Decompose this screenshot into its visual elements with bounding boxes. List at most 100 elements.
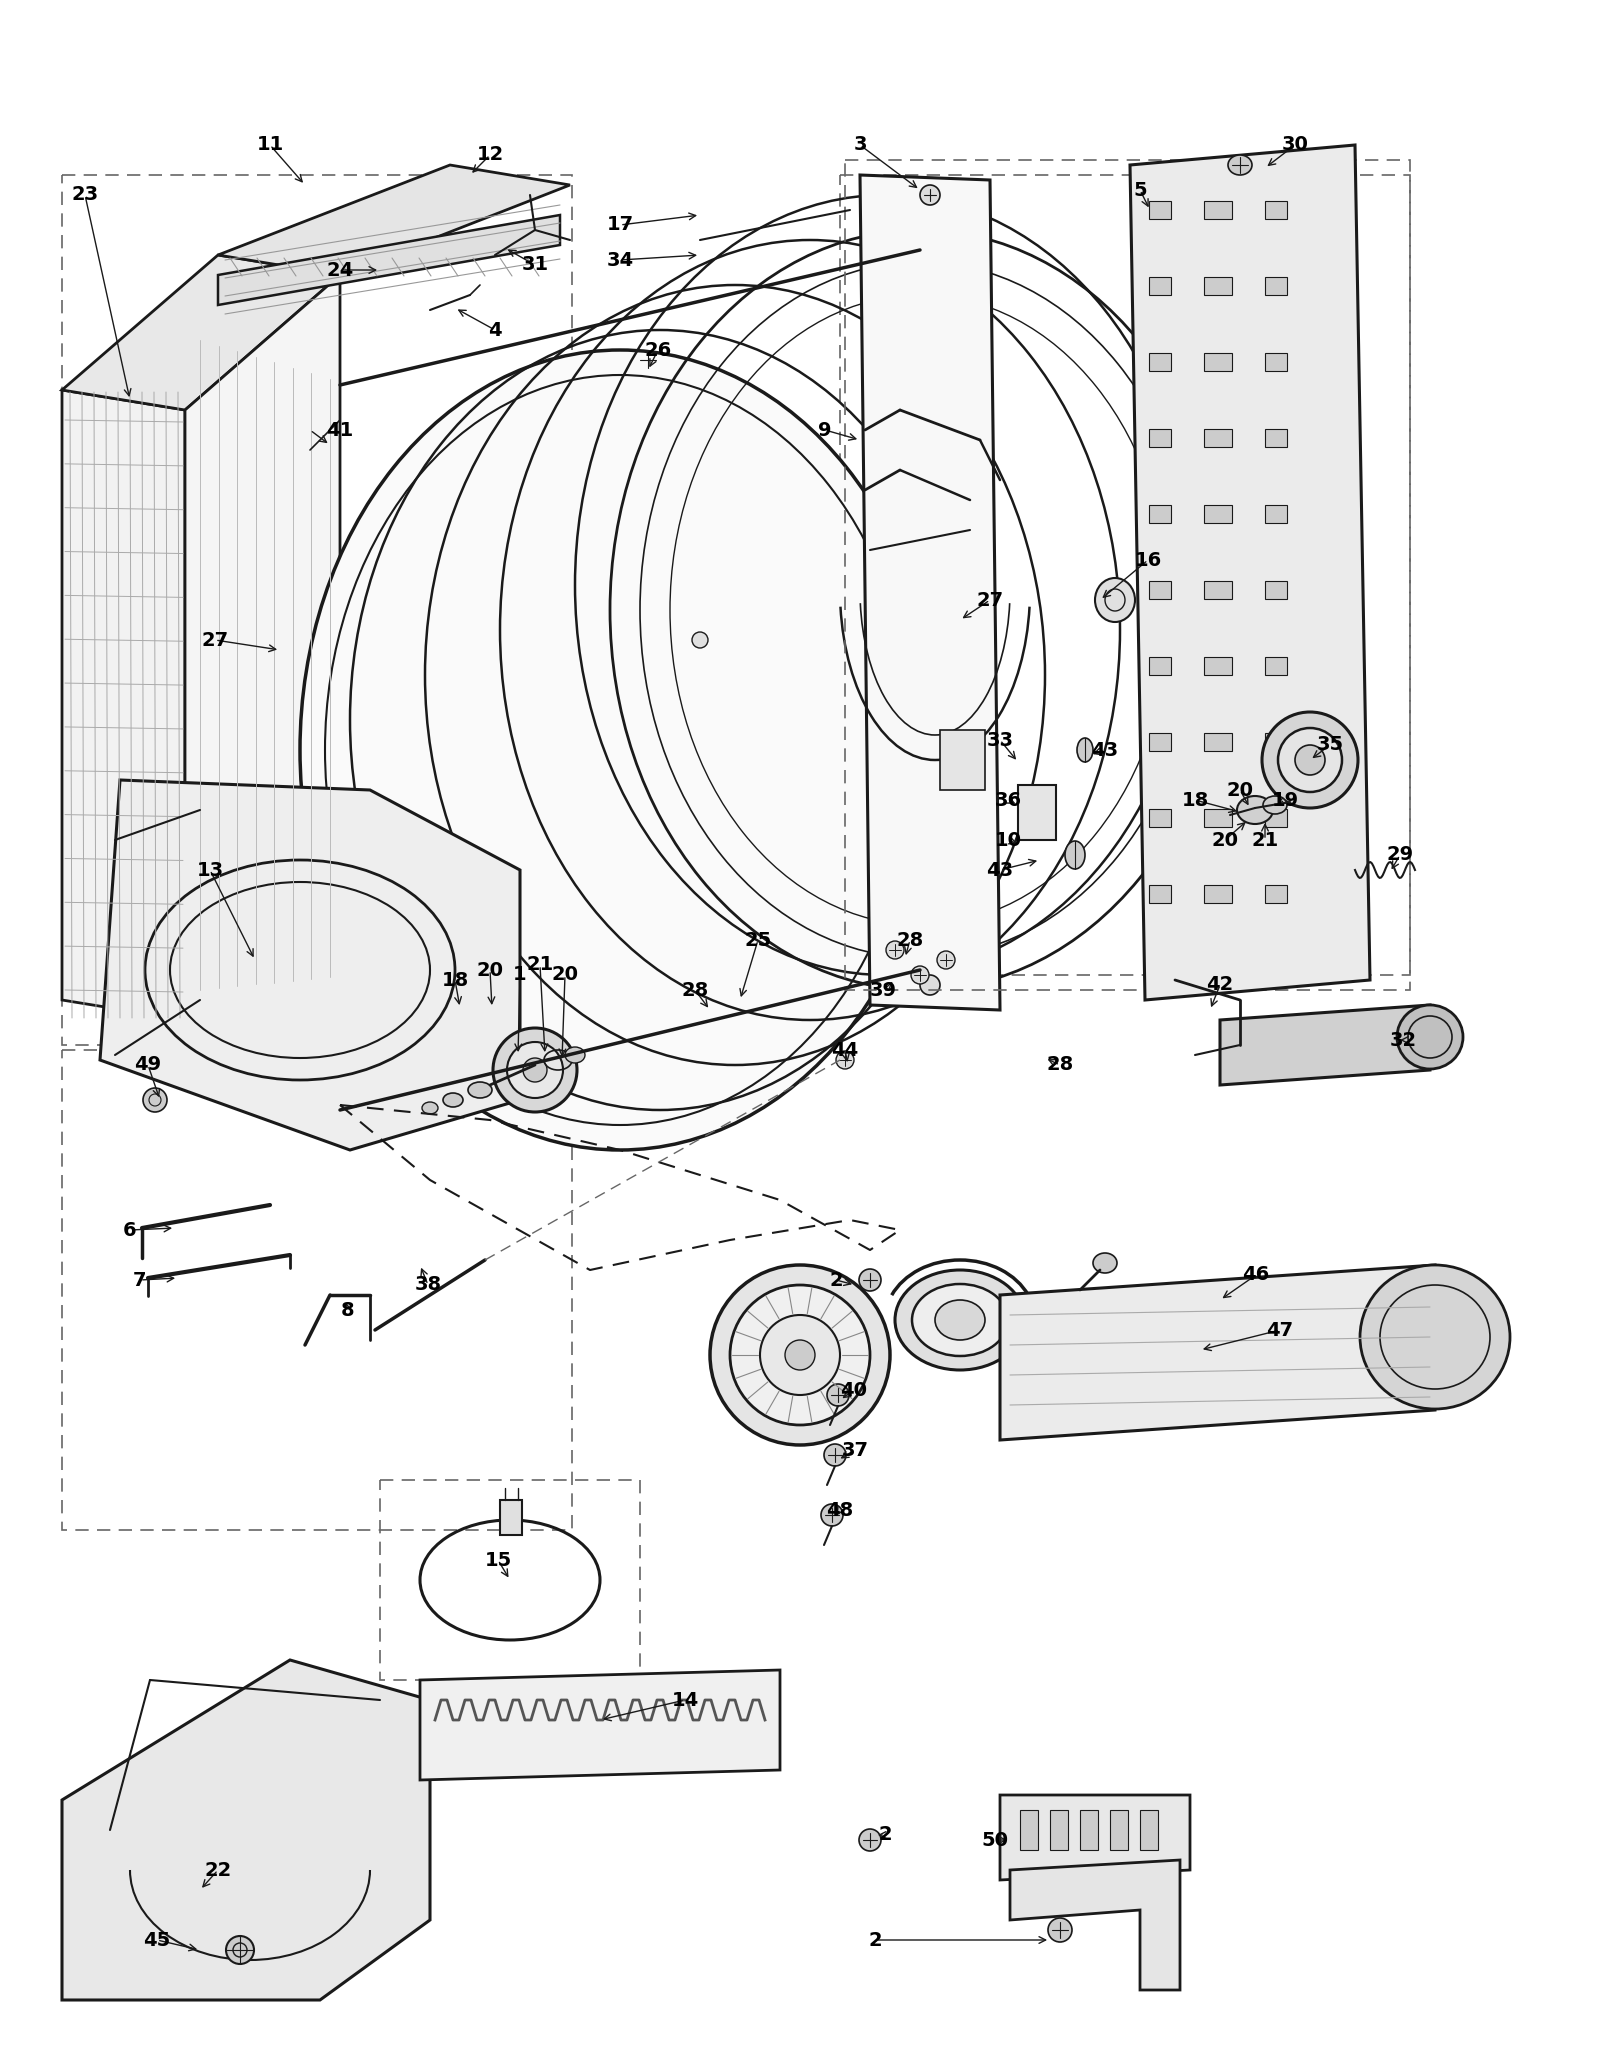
- Polygon shape: [1000, 1795, 1190, 1880]
- Text: 20: 20: [552, 965, 579, 985]
- Ellipse shape: [523, 1058, 547, 1083]
- Bar: [62, 176, 573, 1045]
- Text: 14: 14: [672, 1691, 699, 1710]
- Bar: [1266, 733, 1286, 751]
- Bar: [1266, 886, 1286, 903]
- Text: 37: 37: [842, 1441, 869, 1459]
- Text: 2: 2: [829, 1271, 843, 1290]
- Text: 43: 43: [987, 861, 1013, 880]
- Polygon shape: [99, 780, 520, 1151]
- Bar: [1050, 1809, 1069, 1851]
- Bar: [1205, 809, 1232, 828]
- Bar: [1266, 656, 1286, 675]
- Text: 5: 5: [1133, 180, 1147, 199]
- Bar: [1266, 354, 1286, 371]
- Text: 35: 35: [1317, 735, 1344, 753]
- Ellipse shape: [1094, 578, 1134, 621]
- Text: 40: 40: [840, 1381, 867, 1399]
- Ellipse shape: [760, 1314, 840, 1395]
- Text: 2: 2: [869, 1931, 882, 1950]
- Ellipse shape: [1262, 712, 1358, 807]
- Text: 20: 20: [477, 960, 504, 979]
- Bar: [1149, 201, 1171, 219]
- Bar: [1021, 1809, 1038, 1851]
- Text: 29: 29: [1387, 845, 1413, 865]
- Bar: [1205, 277, 1232, 296]
- Ellipse shape: [422, 1101, 438, 1114]
- Text: 4: 4: [488, 321, 502, 339]
- Bar: [1149, 505, 1171, 524]
- Polygon shape: [218, 166, 570, 275]
- Bar: [1205, 201, 1232, 219]
- Text: 27: 27: [202, 631, 229, 650]
- Text: 21: 21: [1251, 830, 1278, 849]
- Bar: [1149, 582, 1171, 598]
- Bar: [1205, 886, 1232, 903]
- Text: 46: 46: [1242, 1265, 1270, 1285]
- Bar: [381, 1480, 640, 1681]
- Text: 12: 12: [477, 145, 504, 164]
- Bar: [1149, 809, 1171, 828]
- Bar: [1266, 277, 1286, 296]
- Text: 7: 7: [133, 1271, 147, 1290]
- Text: 13: 13: [197, 861, 224, 880]
- Text: 26: 26: [645, 339, 672, 360]
- Polygon shape: [1130, 145, 1370, 1000]
- Bar: [1205, 582, 1232, 598]
- Bar: [1266, 201, 1286, 219]
- Ellipse shape: [443, 1093, 462, 1107]
- Polygon shape: [1000, 1265, 1435, 1441]
- Bar: [1149, 354, 1171, 371]
- Ellipse shape: [1278, 729, 1342, 793]
- Ellipse shape: [827, 1385, 850, 1406]
- Ellipse shape: [1294, 745, 1325, 774]
- Polygon shape: [861, 176, 1000, 1010]
- Polygon shape: [62, 255, 339, 410]
- Bar: [840, 176, 1410, 975]
- Ellipse shape: [821, 1505, 843, 1526]
- Bar: [1205, 428, 1232, 447]
- Ellipse shape: [920, 975, 941, 996]
- Text: 32: 32: [1389, 1031, 1416, 1049]
- Bar: [1139, 1809, 1158, 1851]
- Ellipse shape: [1093, 1252, 1117, 1273]
- Bar: [1149, 886, 1171, 903]
- Polygon shape: [218, 215, 560, 304]
- Text: 33: 33: [987, 731, 1013, 749]
- Ellipse shape: [226, 1935, 254, 1964]
- Bar: [1149, 428, 1171, 447]
- Text: 24: 24: [326, 261, 354, 279]
- Bar: [499, 1501, 522, 1536]
- Ellipse shape: [1048, 1919, 1072, 1942]
- Ellipse shape: [493, 1029, 578, 1112]
- Text: 15: 15: [485, 1550, 512, 1569]
- Text: 19: 19: [1272, 791, 1299, 809]
- Bar: [1205, 505, 1232, 524]
- Text: 20: 20: [1227, 780, 1253, 799]
- Polygon shape: [419, 1670, 781, 1780]
- Text: 25: 25: [744, 932, 771, 950]
- Polygon shape: [1221, 1006, 1430, 1085]
- Text: 27: 27: [976, 590, 1003, 609]
- Bar: [1080, 1809, 1098, 1851]
- Text: 49: 49: [134, 1056, 162, 1074]
- Text: 50: 50: [981, 1830, 1008, 1849]
- Text: 17: 17: [606, 215, 634, 234]
- Bar: [62, 1049, 573, 1530]
- Ellipse shape: [1360, 1265, 1510, 1410]
- Ellipse shape: [786, 1339, 814, 1370]
- Bar: [1110, 1809, 1128, 1851]
- Ellipse shape: [859, 1269, 882, 1292]
- Text: 38: 38: [414, 1275, 442, 1294]
- Text: 39: 39: [869, 981, 896, 1000]
- Ellipse shape: [710, 1265, 890, 1445]
- Bar: [1018, 785, 1056, 840]
- Text: 10: 10: [995, 830, 1021, 849]
- Ellipse shape: [467, 1083, 493, 1097]
- Ellipse shape: [640, 352, 656, 368]
- Text: 6: 6: [123, 1221, 138, 1240]
- Text: 41: 41: [326, 420, 354, 439]
- Text: 3: 3: [853, 135, 867, 155]
- Bar: [845, 159, 1410, 989]
- Ellipse shape: [912, 1283, 1008, 1356]
